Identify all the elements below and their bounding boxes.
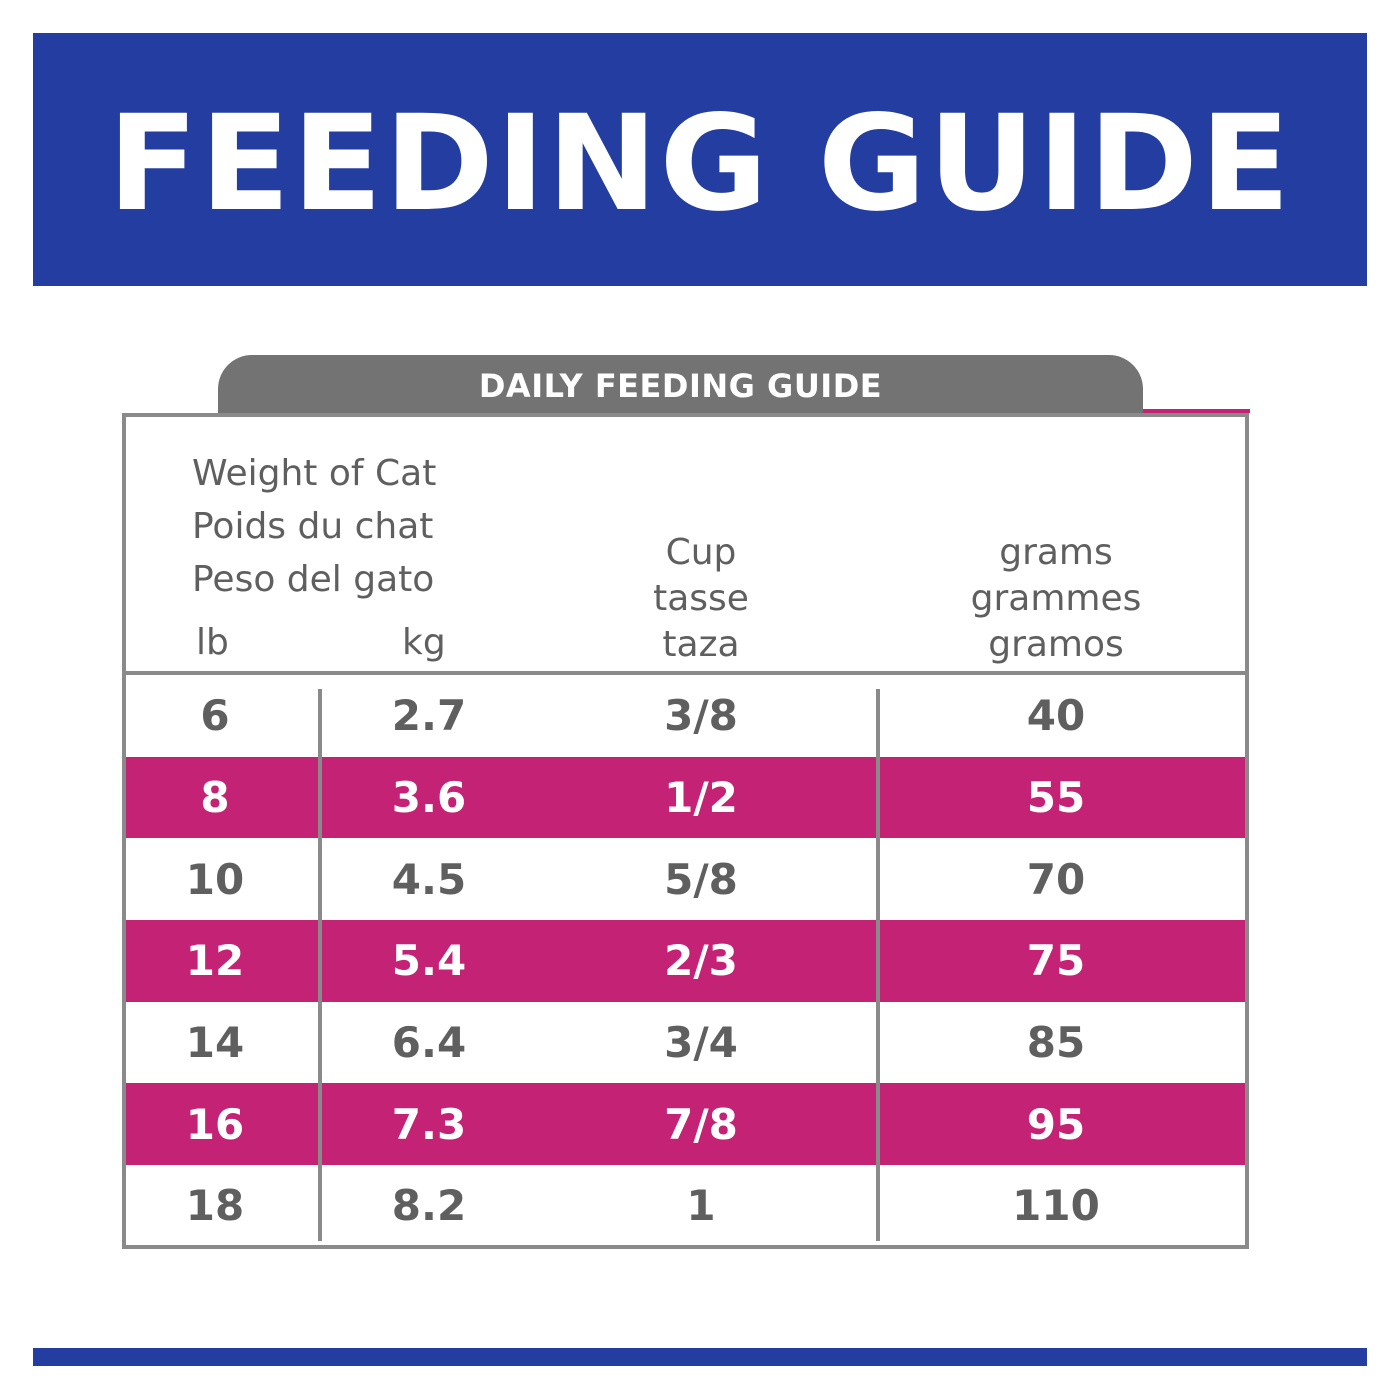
kg-header: kg — [402, 622, 446, 663]
kg-cell: 8.2 — [391, 1181, 467, 1231]
grams-cell: 95 — [1026, 1099, 1086, 1149]
page-title: FEEDING GUIDE — [107, 86, 1293, 241]
kg-cell: 2.7 — [391, 691, 467, 741]
grams-cell: 110 — [1012, 1181, 1100, 1231]
lb-header: lb — [196, 622, 229, 663]
cup-header-fr: tasse — [653, 578, 749, 619]
kg-cell: 4.5 — [391, 854, 467, 904]
cup-cell: 1/2 — [664, 773, 738, 823]
table-title-tab: DAILY FEEDING GUIDE — [218, 355, 1143, 413]
grams-header-fr: grammes — [970, 578, 1142, 619]
lb-cell: 10 — [185, 854, 245, 904]
tab-accent-edge — [1143, 409, 1250, 413]
lb-cell: 18 — [185, 1181, 245, 1231]
cup-header: Cup tasse taza — [586, 530, 816, 668]
grams-cell: 40 — [1026, 691, 1086, 741]
cup-cell: 3/8 — [664, 691, 738, 741]
lb-cell: 8 — [200, 773, 230, 823]
cup-cell: 1 — [686, 1181, 716, 1231]
grams-cell: 85 — [1026, 1018, 1086, 1068]
kg-cell: 3.6 — [391, 773, 467, 823]
grams-cell: 55 — [1026, 773, 1086, 823]
grams-header-en: grams — [999, 532, 1113, 573]
header-divider — [126, 671, 1245, 675]
cup-cell: 7/8 — [664, 1099, 738, 1149]
table-row: 10 4.5 5/8 70 — [126, 838, 1245, 920]
grams-header: grams grammes gramos — [906, 530, 1206, 668]
lb-cell: 12 — [185, 936, 245, 986]
kg-cell: 5.4 — [391, 936, 467, 986]
table-row: 18 8.2 1 110 — [126, 1165, 1245, 1247]
grams-cell: 70 — [1026, 854, 1086, 904]
column-divider-grams — [876, 689, 880, 1241]
kg-cell: 6.4 — [391, 1018, 467, 1068]
grams-cell: 75 — [1026, 936, 1086, 986]
weight-header-en: Weight of Cat — [192, 453, 437, 494]
table-row: 16 7.3 7/8 95 — [126, 1083, 1245, 1166]
weight-header-fr: Poids du chat — [192, 506, 434, 547]
cup-header-es: taza — [662, 624, 740, 665]
lb-cell: 14 — [185, 1018, 245, 1068]
feeding-table: Weight of Cat Poids du chat Peso del gat… — [122, 413, 1249, 1249]
cup-cell: 2/3 — [664, 936, 738, 986]
cup-cell: 3/4 — [664, 1018, 738, 1068]
lb-cell: 16 — [185, 1099, 245, 1149]
table-row: 12 5.4 2/3 75 — [126, 920, 1245, 1002]
weight-header-es: Peso del gato — [192, 559, 435, 600]
table-body: 6 2.7 3/8 40 8 3.6 1/2 55 10 4.5 5/8 70 … — [126, 675, 1245, 1247]
column-divider-kg — [318, 689, 322, 1241]
table-title: DAILY FEEDING GUIDE — [478, 367, 883, 405]
weight-header: Weight of Cat Poids du chat Peso del gat… — [192, 447, 436, 606]
lb-cell: 6 — [200, 691, 230, 741]
footer-bar — [33, 1348, 1367, 1366]
kg-cell: 7.3 — [391, 1099, 467, 1149]
cup-cell: 5/8 — [664, 854, 738, 904]
header-banner: FEEDING GUIDE — [33, 33, 1367, 286]
grams-header-es: gramos — [988, 624, 1124, 665]
table-row: 14 6.4 3/4 85 — [126, 1002, 1245, 1084]
cup-header-en: Cup — [665, 532, 737, 573]
table-row: 8 3.6 1/2 55 — [126, 756, 1245, 839]
table-row: 6 2.7 3/8 40 — [126, 675, 1245, 757]
